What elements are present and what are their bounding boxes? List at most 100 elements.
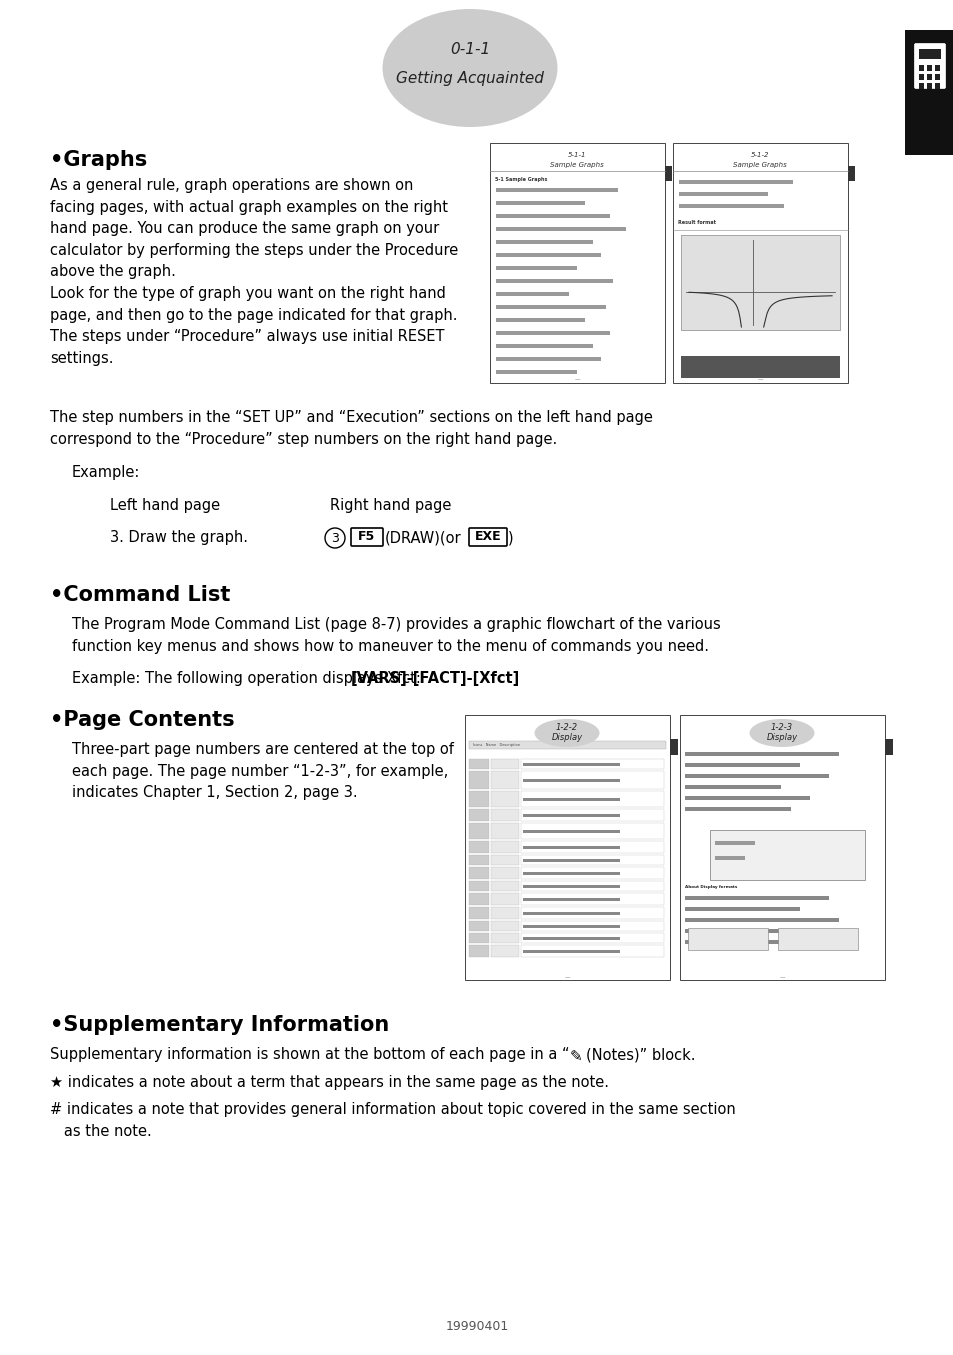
Bar (496, 214, 609, 218)
Text: F5: F5 (358, 531, 375, 543)
Bar (520, 934, 663, 943)
Bar (934, 83, 939, 89)
Text: Result format: Result format (678, 221, 716, 225)
Bar (496, 279, 613, 283)
Text: ): ) (507, 531, 513, 546)
Text: Sample Graphs: Sample Graphs (550, 163, 603, 168)
Bar (496, 253, 600, 257)
Text: 3: 3 (331, 531, 338, 545)
Bar (469, 934, 489, 943)
FancyBboxPatch shape (914, 43, 944, 88)
Text: # indicates a note that provides general information about topic covered in the : # indicates a note that provides general… (50, 1102, 735, 1138)
Text: Display: Display (765, 733, 797, 741)
Bar (491, 791, 518, 808)
Bar (469, 855, 489, 864)
Text: Getting Acquainted: Getting Acquainted (395, 70, 543, 85)
Bar (918, 75, 923, 80)
Bar (522, 898, 619, 901)
Bar (469, 944, 489, 957)
Text: EXE: EXE (475, 531, 500, 543)
Text: Supplementary information is shown at the bottom of each page in a “: Supplementary information is shown at th… (50, 1047, 569, 1062)
Bar (684, 763, 800, 767)
Bar (491, 893, 518, 905)
Text: 1-2-3: 1-2-3 (770, 724, 792, 733)
Bar (926, 83, 931, 89)
Bar (491, 809, 518, 821)
Text: 19990401: 19990401 (445, 1320, 508, 1333)
Bar (496, 240, 593, 244)
Bar (520, 841, 663, 854)
Text: (Notes)” block.: (Notes)” block. (585, 1047, 695, 1062)
Bar (669, 738, 678, 755)
Bar (522, 912, 619, 915)
Bar (684, 774, 828, 778)
Text: 1-2-2: 1-2-2 (556, 724, 578, 733)
Bar (684, 940, 820, 944)
Text: [VARS]-[FACT]-[Xfct]: [VARS]-[FACT]-[Xfct] (350, 671, 519, 686)
Bar (522, 938, 619, 940)
Bar (491, 881, 518, 892)
Text: —: — (757, 378, 762, 382)
Bar (491, 771, 518, 789)
Bar (496, 201, 584, 205)
Bar (522, 846, 619, 850)
Bar (491, 867, 518, 879)
Bar (496, 331, 609, 335)
Bar (672, 144, 847, 383)
Bar (684, 930, 781, 934)
Bar (496, 370, 577, 374)
Bar (469, 741, 665, 749)
Bar (680, 356, 840, 378)
Bar (469, 906, 489, 919)
Text: (DRAW)(or: (DRAW)(or (385, 531, 461, 546)
Bar (714, 856, 744, 860)
Bar (679, 205, 783, 209)
Bar (469, 921, 489, 931)
Bar (496, 318, 584, 322)
Bar (684, 752, 838, 756)
Bar (491, 855, 518, 864)
Bar (522, 814, 619, 817)
Bar (520, 906, 663, 919)
Bar (520, 881, 663, 892)
Bar (520, 867, 663, 879)
Bar (522, 798, 619, 801)
Bar (522, 763, 619, 766)
Bar (496, 356, 600, 360)
Bar (679, 180, 792, 184)
Bar (918, 49, 940, 60)
Bar (934, 75, 939, 80)
Bar (684, 917, 838, 921)
Bar (491, 759, 518, 770)
Bar (496, 266, 577, 270)
Bar (491, 822, 518, 839)
Text: The step numbers in the “SET UP” and “Execution” sections on the left hand page
: The step numbers in the “SET UP” and “Ex… (50, 411, 652, 447)
Text: The Program Mode Command List (page 8-7) provides a graphic flowchart of the var: The Program Mode Command List (page 8-7)… (71, 617, 720, 653)
Bar (520, 893, 663, 905)
Ellipse shape (534, 720, 598, 747)
Bar (918, 65, 923, 70)
Text: ★ indicates a note about a term that appears in the same page as the note.: ★ indicates a note about a term that app… (50, 1075, 608, 1089)
Bar (679, 715, 884, 980)
Bar (918, 83, 923, 89)
Text: Sample Graphs: Sample Graphs (732, 163, 786, 168)
Text: Example:: Example: (71, 465, 140, 480)
Bar (714, 841, 754, 846)
Bar (496, 291, 568, 295)
FancyBboxPatch shape (351, 528, 382, 546)
Bar (926, 75, 931, 80)
Bar (496, 228, 625, 230)
Bar (520, 921, 663, 931)
Text: 5-1 Sample Graphs: 5-1 Sample Graphs (495, 176, 547, 182)
Text: Left hand page: Left hand page (110, 499, 220, 514)
Text: •Command List: •Command List (50, 585, 230, 604)
Bar (934, 65, 939, 70)
Bar (520, 771, 663, 789)
Bar (684, 896, 828, 900)
Bar (496, 188, 618, 192)
Text: •Supplementary Information: •Supplementary Information (50, 1015, 389, 1035)
Bar (496, 344, 593, 348)
Text: Example: The following operation displays Xfct:: Example: The following operation display… (71, 671, 425, 686)
Bar (491, 944, 518, 957)
Bar (709, 831, 864, 879)
